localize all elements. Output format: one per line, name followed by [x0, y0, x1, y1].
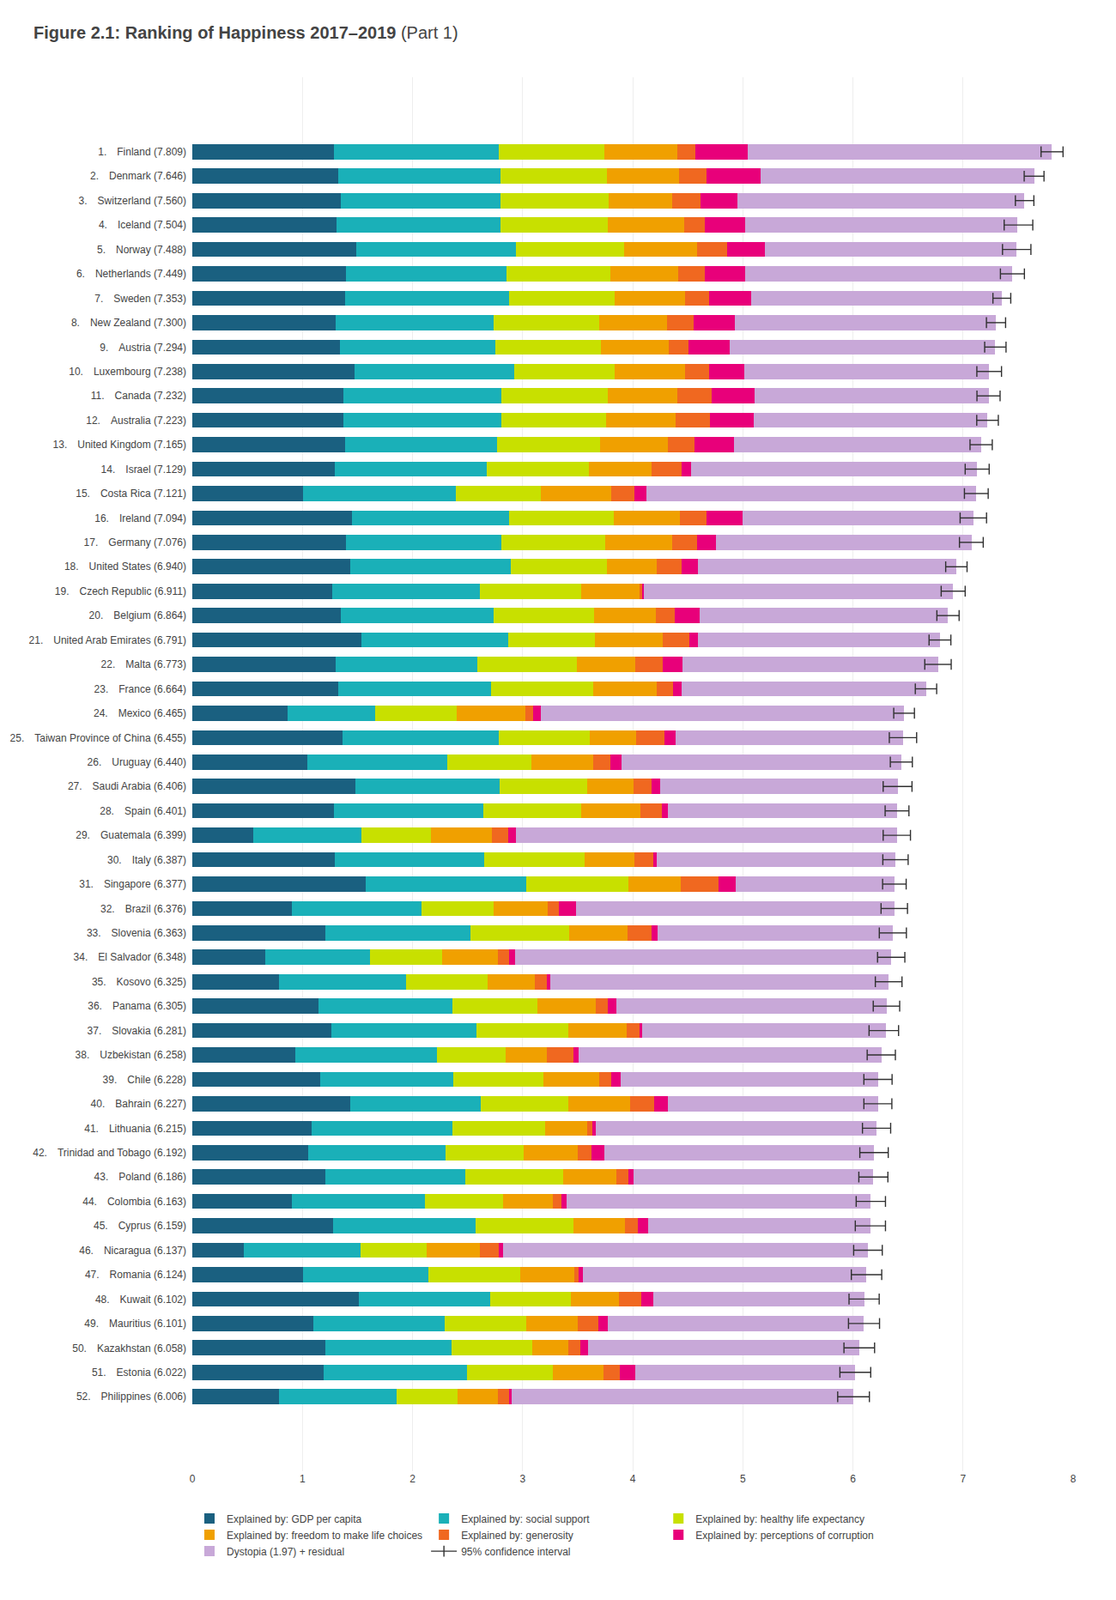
svg-text:25. Taiwan Province of China (: 25. Taiwan Province of China (6.455) — [10, 732, 187, 745]
svg-text:49. Mauritius (6.101): 49. Mauritius (6.101) — [84, 1317, 187, 1330]
svg-text:35. Kosovo (6.325): 35. Kosovo (6.325) — [91, 976, 187, 989]
svg-text:33. Slovenia (6.363): 33. Slovenia (6.363) — [86, 927, 187, 940]
svg-text:Figure 2.1: Ranking of Happine: Figure 2.1: Ranking of Happiness 2017–20… — [33, 23, 459, 43]
svg-text:48. Kuwait (6.102): 48. Kuwait (6.102) — [95, 1293, 187, 1306]
svg-text:27. Saudi Arabia (6.406): 27. Saudi Arabia (6.406) — [67, 780, 187, 793]
svg-text:23. France (6.664): 23. France (6.664) — [94, 683, 187, 696]
svg-text:22. Malta (6.773): 22. Malta (6.773) — [101, 658, 187, 671]
svg-text:28. Spain (6.401): 28. Spain (6.401) — [99, 805, 187, 818]
svg-text:4. Iceland (7.504): 4. Iceland (7.504) — [98, 218, 187, 231]
svg-text:24. Mexico (6.465): 24. Mexico (6.465) — [93, 707, 187, 720]
svg-text:0: 0 — [189, 1473, 196, 1486]
svg-text:36. Panama (6.305): 36. Panama (6.305) — [87, 1000, 187, 1013]
svg-text:6. Netherlands (7.449): 6. Netherlands (7.449) — [76, 267, 187, 280]
svg-text:43. Poland (6.186): 43. Poland (6.186) — [94, 1170, 187, 1183]
svg-text:30. Italy (6.387): 30. Italy (6.387) — [107, 854, 187, 867]
svg-text:50. Kazakhstan (6.058): 50. Kazakhstan (6.058) — [72, 1342, 187, 1355]
svg-text:5: 5 — [739, 1473, 747, 1486]
svg-text:Explained by: freedom to make: Explained by: freedom to make life choic… — [226, 1529, 423, 1542]
svg-text:20. Belgium (6.864): 20. Belgium (6.864) — [89, 609, 187, 622]
svg-text:52. Philippines (6.006): 52. Philippines (6.006) — [76, 1390, 187, 1403]
svg-text:51. Estonia (6.022): 51. Estonia (6.022) — [91, 1366, 187, 1379]
svg-text:2: 2 — [409, 1473, 416, 1486]
svg-text:37. Slovakia (6.281): 37. Slovakia (6.281) — [87, 1025, 187, 1038]
svg-text:42. Trinidad and Tobago (6.192: 42. Trinidad and Tobago (6.192) — [32, 1146, 187, 1159]
svg-text:17. Germany (7.076): 17. Germany (7.076) — [84, 536, 187, 549]
svg-text:2. Denmark (7.646): 2. Denmark (7.646) — [90, 169, 187, 182]
svg-text:Explained by: healthy life exp: Explained by: healthy life expectancy — [695, 1513, 865, 1526]
svg-text:3. Switzerland (7.560): 3. Switzerland (7.560) — [78, 194, 187, 207]
svg-text:44. Colombia (6.163): 44. Colombia (6.163) — [82, 1195, 187, 1208]
svg-text:8: 8 — [1070, 1473, 1077, 1486]
svg-text:12. Australia (7.223): 12. Australia (7.223) — [85, 414, 187, 427]
svg-text:46. Nicaragua (6.137): 46. Nicaragua (6.137) — [78, 1244, 187, 1257]
svg-text:7: 7 — [959, 1473, 966, 1486]
svg-text:16. Ireland (7.094): 16. Ireland (7.094) — [94, 512, 187, 525]
svg-text:11. Canada (7.232): 11. Canada (7.232) — [90, 389, 187, 402]
svg-text:95% confidence interval: 95% confidence interval — [460, 1546, 571, 1559]
svg-text:34. El Salvador (6.348): 34. El Salvador (6.348) — [73, 951, 187, 964]
svg-text:21. United Arab Emirates (6.79: 21. United Arab Emirates (6.791) — [29, 634, 187, 647]
svg-text:7. Sweden (7.353): 7. Sweden (7.353) — [94, 292, 187, 305]
svg-text:4: 4 — [630, 1473, 637, 1486]
svg-text:13. United Kingdom (7.165): 13. United Kingdom (7.165) — [53, 438, 187, 451]
svg-text:26. Uruguay (6.440): 26. Uruguay (6.440) — [87, 756, 187, 769]
svg-text:1: 1 — [299, 1473, 306, 1486]
svg-text:3: 3 — [519, 1473, 526, 1486]
svg-text:41. Lithuania (6.215): 41. Lithuania (6.215) — [84, 1122, 187, 1135]
svg-text:32. Brazil (6.376): 32. Brazil (6.376) — [100, 903, 187, 916]
svg-text:39. Chile (6.228): 39. Chile (6.228) — [103, 1073, 187, 1086]
svg-text:15. Costa Rica (7.121): 15. Costa Rica (7.121) — [75, 487, 187, 500]
svg-text:14. Israel (7.129): 14. Israel (7.129) — [101, 463, 187, 476]
svg-text:Dystopia (1.97) + residual: Dystopia (1.97) + residual — [226, 1546, 345, 1559]
svg-text:31. Singapore (6.377): 31. Singapore (6.377) — [78, 878, 187, 891]
svg-text:Explained by: GDP per capita: Explained by: GDP per capita — [226, 1513, 363, 1526]
svg-text:1. Finland (7.809): 1. Finland (7.809) — [97, 145, 187, 158]
svg-text:8. New Zealand (7.300): 8. New Zealand (7.300) — [71, 316, 187, 329]
svg-text:6: 6 — [849, 1473, 856, 1486]
svg-text:10. Luxembourg (7.238): 10. Luxembourg (7.238) — [68, 365, 187, 378]
svg-text:Explained by: generosity: Explained by: generosity — [460, 1529, 574, 1542]
svg-text:Explained by: social support: Explained by: social support — [460, 1513, 590, 1526]
svg-text:47. Romania (6.124): 47. Romania (6.124) — [84, 1268, 187, 1281]
svg-text:18. United States (6.940): 18. United States (6.940) — [64, 560, 187, 573]
svg-text:5. Norway (7.488): 5. Norway (7.488) — [97, 243, 187, 256]
svg-text:45. Cyprus (6.159): 45. Cyprus (6.159) — [93, 1219, 187, 1232]
svg-text:29. Guatemala (6.399): 29. Guatemala (6.399) — [75, 829, 187, 842]
svg-text:38. Uzbekistan (6.258): 38. Uzbekistan (6.258) — [75, 1049, 187, 1062]
svg-text:40. Bahrain (6.227): 40. Bahrain (6.227) — [90, 1097, 187, 1110]
svg-text:Explained by: perceptions of c: Explained by: perceptions of corruption — [695, 1529, 874, 1542]
svg-text:19. Czech Republic (6.911): 19. Czech Republic (6.911) — [54, 585, 187, 598]
svg-text:9. Austria (7.294): 9. Austria (7.294) — [99, 341, 187, 354]
